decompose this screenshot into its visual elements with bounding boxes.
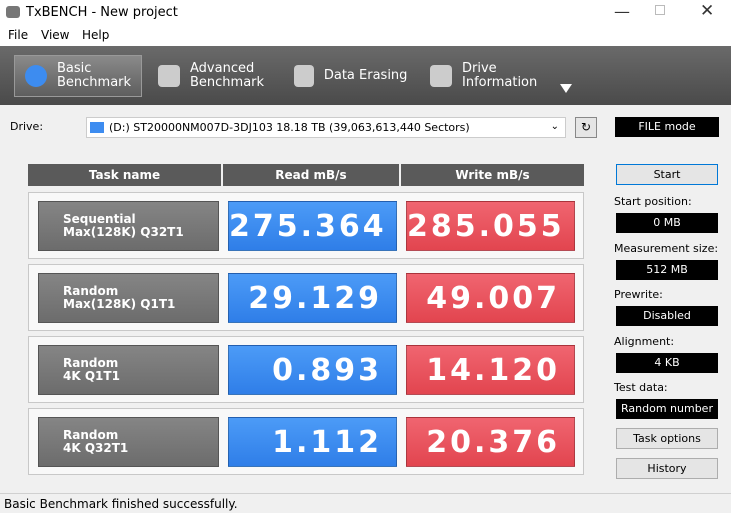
drive-icon bbox=[90, 122, 104, 133]
task-name: Max(128K) Q32T1 bbox=[63, 225, 184, 239]
tab-icon bbox=[430, 65, 452, 87]
menu-item[interactable]: Help bbox=[82, 28, 110, 42]
close[interactable]: ✕ bbox=[700, 1, 715, 21]
toolbar: Basic Benchmark Advanced Benchmark Data … bbox=[0, 46, 731, 105]
field-value: 0 MB bbox=[616, 213, 718, 233]
field-value: Disabled bbox=[616, 306, 718, 326]
tab-icon bbox=[158, 65, 180, 87]
task-name: Random bbox=[63, 428, 119, 442]
field-label: Prewrite: bbox=[614, 288, 663, 301]
tab[interactable]: Data Erasing bbox=[284, 55, 414, 97]
menu-bar: File View Help bbox=[0, 25, 731, 46]
task-name: 4K Q32T1 bbox=[63, 441, 129, 455]
task-button[interactable]: Random 4K Q32T1 bbox=[38, 417, 219, 467]
field-value: Random number bbox=[616, 399, 718, 419]
read-speed: 275.364 bbox=[228, 201, 397, 251]
field-label: Test data: bbox=[614, 381, 668, 394]
status-text: Basic Benchmark finished successfully. bbox=[4, 497, 238, 511]
minimize[interactable]: — bbox=[614, 2, 630, 21]
maximize[interactable] bbox=[655, 5, 665, 15]
task-name: Sequential bbox=[63, 212, 136, 226]
drive-selection: (D:) ST20000NM007D-3DJ103 18.18 TB (39,0… bbox=[109, 121, 470, 134]
tab-icon bbox=[25, 65, 47, 87]
result-row: Random Max(128K) Q1T1 29.129 49.007 bbox=[28, 264, 584, 331]
tab-label: Data Erasing bbox=[323, 68, 408, 83]
tab[interactable]: Advanced Benchmark bbox=[148, 55, 278, 97]
task-button[interactable]: Random 4K Q1T1 bbox=[38, 345, 219, 395]
result-row: Random 4K Q32T1 1.112 20.376 bbox=[28, 408, 584, 475]
window-title: TxBENCH - New project bbox=[26, 5, 178, 20]
read-speed: 1.112 bbox=[228, 417, 397, 467]
result-row: Random 4K Q1T1 0.893 14.120 bbox=[28, 336, 584, 403]
drive-label: Drive: bbox=[10, 120, 44, 133]
field-value: 512 MB bbox=[616, 259, 718, 280]
history-button[interactable]: History bbox=[616, 458, 718, 479]
tab[interactable]: Basic Benchmark bbox=[14, 55, 142, 97]
tab-label: Basic Benchmark bbox=[57, 61, 132, 90]
drive-select[interactable]: (D:) ST20000NM007D-3DJ103 18.18 TB (39,0… bbox=[86, 117, 566, 138]
write-speed: 285.055 bbox=[406, 201, 575, 251]
task-name: 4K Q1T1 bbox=[63, 369, 120, 383]
menu-item[interactable]: File bbox=[8, 28, 29, 42]
column-header: Write mB/s bbox=[401, 164, 584, 186]
task-button[interactable]: Random Max(128K) Q1T1 bbox=[38, 273, 219, 323]
task-options-button[interactable]: Task options bbox=[616, 428, 718, 449]
tab-label: Advanced Benchmark bbox=[190, 61, 265, 90]
more-arrow[interactable] bbox=[560, 84, 572, 93]
title-bar: TxBENCH - New project — ✕ bbox=[0, 0, 731, 25]
tab-label: Drive Information bbox=[462, 61, 538, 90]
write-speed: 20.376 bbox=[406, 417, 575, 467]
start-button[interactable]: Start bbox=[616, 164, 718, 185]
field-value: 4 KB bbox=[616, 352, 718, 373]
column-header: Task name bbox=[28, 164, 221, 186]
read-speed: 0.893 bbox=[228, 345, 397, 395]
read-speed: 29.129 bbox=[228, 273, 397, 323]
refresh-button[interactable]: ↻ bbox=[575, 117, 597, 138]
column-header: Read mB/s bbox=[223, 164, 399, 186]
write-speed: 14.120 bbox=[406, 345, 575, 395]
tab[interactable]: Drive Information bbox=[420, 55, 550, 97]
task-name: Random bbox=[63, 284, 119, 298]
tab-icon bbox=[294, 65, 314, 87]
dropdown-arrow: ⌄ bbox=[550, 121, 559, 132]
field-label: Measurement size: bbox=[614, 241, 719, 255]
task-name: Max(128K) Q1T1 bbox=[63, 297, 176, 311]
app-icon bbox=[6, 6, 20, 18]
status-bar: Basic Benchmark finished successfully. bbox=[0, 493, 731, 513]
field-label: Alignment: bbox=[614, 334, 675, 348]
task-button[interactable]: Sequential Max(128K) Q32T1 bbox=[38, 201, 219, 251]
result-row: Sequential Max(128K) Q32T1 275.364 285.055 bbox=[28, 192, 584, 259]
mode-indicator: FILE mode bbox=[615, 117, 719, 137]
write-speed: 49.007 bbox=[406, 273, 575, 323]
menu-item[interactable]: View bbox=[41, 28, 70, 42]
field-label: Start position: bbox=[614, 195, 692, 208]
task-name: Random bbox=[63, 356, 119, 370]
